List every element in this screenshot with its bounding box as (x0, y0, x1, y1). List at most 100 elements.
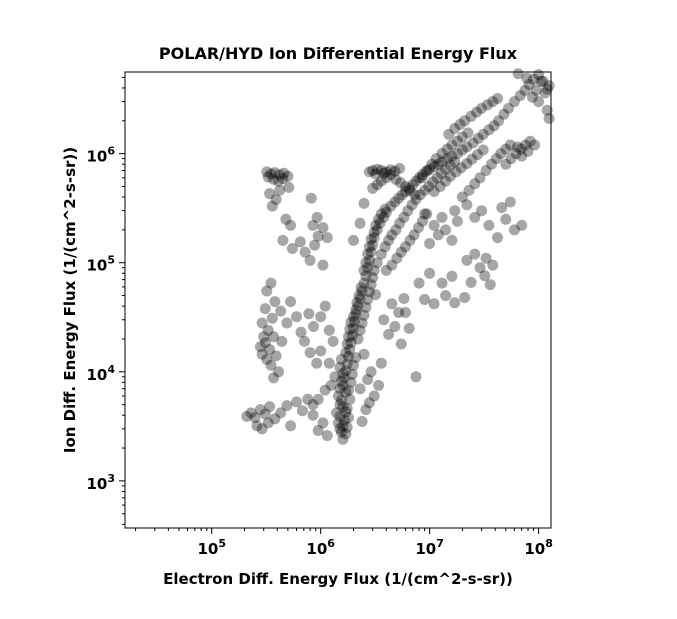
data-point (472, 132, 484, 144)
data-point (463, 184, 475, 196)
data-point (394, 163, 406, 174)
data-point (371, 179, 383, 191)
data-point (335, 426, 347, 438)
data-point (337, 401, 349, 413)
data-point (403, 182, 415, 194)
data-point (341, 421, 353, 433)
data-point (365, 279, 377, 291)
data-point (358, 277, 370, 289)
data-point (431, 172, 443, 184)
data-point (312, 393, 324, 405)
data-point (537, 75, 549, 87)
data-point (385, 169, 397, 181)
data-point (386, 259, 398, 271)
data-point (435, 167, 447, 179)
data-point (307, 219, 319, 231)
data-point (283, 181, 295, 193)
data-point (465, 276, 477, 288)
data-point (504, 139, 516, 151)
data-point (302, 393, 314, 405)
data-point (386, 229, 398, 241)
x-tick-label: 105 (197, 537, 226, 558)
data-point (268, 372, 280, 384)
data-point (273, 175, 284, 187)
data-point (340, 428, 352, 440)
data-point (261, 353, 273, 365)
data-point (378, 211, 390, 223)
data-point (389, 165, 401, 177)
data-point (354, 217, 366, 229)
data-point (291, 311, 302, 323)
data-point (265, 277, 277, 289)
data-point (543, 113, 555, 124)
data-point (395, 246, 407, 258)
data-point (449, 123, 461, 134)
data-point (449, 156, 461, 168)
data-point (493, 115, 505, 127)
data-point (508, 224, 520, 236)
data-point (311, 357, 323, 369)
data-point (345, 337, 357, 349)
data-point (362, 262, 374, 274)
data-point (459, 292, 471, 303)
data-point (527, 91, 538, 103)
data-point (446, 139, 458, 151)
axis-ticks: 105 106 107 108 103 104 105 106 (86, 76, 553, 558)
data-point (321, 430, 333, 442)
data-point (462, 127, 474, 139)
data-point (436, 277, 448, 289)
data-point (323, 324, 335, 336)
data-point (383, 234, 395, 246)
data-point (402, 205, 414, 217)
data-point (417, 169, 428, 181)
data-point (446, 150, 458, 162)
data-point (449, 205, 461, 217)
data-point (440, 163, 452, 175)
data-point (466, 153, 478, 165)
data-point (535, 75, 547, 87)
data-point (424, 163, 436, 175)
data-point (456, 131, 468, 143)
data-point (337, 368, 349, 380)
data-point (404, 234, 416, 246)
data-point (371, 257, 383, 269)
data-point (269, 167, 281, 179)
data-point (335, 394, 347, 406)
data-point (427, 176, 439, 188)
data-point (254, 341, 266, 353)
data-point (337, 433, 349, 445)
data-point (345, 316, 357, 328)
data-point (430, 153, 442, 165)
data-point (500, 213, 512, 225)
data-point (299, 246, 311, 258)
y-tick-label: 106 (86, 145, 115, 166)
data-point (516, 150, 528, 162)
data-point (371, 224, 383, 236)
data-point (269, 413, 281, 425)
data-point (305, 192, 317, 204)
data-point (358, 264, 370, 276)
data-point (421, 208, 433, 220)
data-point (484, 279, 496, 291)
data-point (386, 298, 398, 310)
data-point (362, 294, 374, 305)
data-point (325, 379, 337, 391)
data-point (343, 331, 354, 343)
data-point (416, 172, 428, 184)
data-point (426, 158, 438, 170)
data-point (280, 213, 292, 225)
data-point (487, 259, 499, 271)
data-point (358, 309, 370, 321)
data-point (285, 296, 297, 308)
data-point (410, 194, 422, 205)
data-point (474, 172, 486, 184)
data-point (413, 277, 425, 289)
data-point (407, 179, 419, 191)
data-point (291, 396, 302, 408)
data-point (276, 335, 288, 347)
data-point (368, 264, 380, 276)
data-point (368, 232, 380, 244)
data-point (356, 285, 368, 297)
data-point (312, 230, 324, 242)
